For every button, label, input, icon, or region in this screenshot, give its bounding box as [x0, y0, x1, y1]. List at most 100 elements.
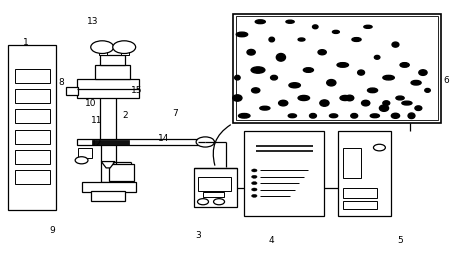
Ellipse shape: [276, 53, 285, 61]
Ellipse shape: [236, 32, 248, 37]
Circle shape: [75, 157, 88, 164]
Bar: [233, 14, 441, 123]
Ellipse shape: [383, 75, 394, 80]
Bar: [109, 164, 134, 181]
Ellipse shape: [419, 70, 427, 75]
Text: 11: 11: [91, 116, 102, 125]
Bar: [338, 131, 391, 216]
Bar: [77, 79, 139, 98]
Bar: [244, 131, 325, 216]
Circle shape: [197, 199, 208, 205]
Bar: [15, 150, 49, 164]
Ellipse shape: [320, 100, 329, 106]
Ellipse shape: [330, 114, 338, 118]
Circle shape: [252, 182, 257, 185]
Bar: [65, 87, 78, 95]
Polygon shape: [101, 162, 115, 168]
Ellipse shape: [408, 113, 415, 118]
Bar: [77, 139, 198, 145]
Text: 10: 10: [85, 99, 96, 108]
Ellipse shape: [252, 88, 260, 93]
Bar: [101, 145, 116, 182]
Bar: [198, 177, 231, 191]
Ellipse shape: [238, 114, 250, 118]
Ellipse shape: [411, 80, 421, 85]
Ellipse shape: [303, 68, 313, 72]
Bar: [82, 182, 136, 192]
Ellipse shape: [278, 100, 288, 106]
Ellipse shape: [327, 80, 336, 86]
Bar: [343, 201, 377, 209]
Text: 6: 6: [443, 76, 449, 85]
Ellipse shape: [269, 37, 274, 42]
Ellipse shape: [345, 95, 354, 101]
Bar: [15, 130, 49, 144]
Bar: [15, 170, 49, 185]
Text: 15: 15: [131, 86, 142, 95]
Ellipse shape: [415, 106, 422, 111]
Ellipse shape: [251, 67, 265, 73]
Ellipse shape: [400, 63, 409, 67]
Text: 4: 4: [269, 236, 275, 245]
Bar: [236, 16, 437, 120]
Circle shape: [196, 137, 214, 147]
Text: 3: 3: [195, 231, 201, 240]
Text: 13: 13: [87, 17, 99, 26]
Ellipse shape: [313, 25, 318, 29]
Text: 1: 1: [23, 38, 29, 47]
Text: 2: 2: [122, 111, 128, 120]
Ellipse shape: [318, 50, 326, 55]
Bar: [343, 148, 361, 178]
Text: 5: 5: [397, 236, 403, 245]
Ellipse shape: [340, 95, 350, 100]
Ellipse shape: [351, 114, 358, 118]
Bar: [100, 55, 125, 65]
Ellipse shape: [361, 100, 370, 106]
Bar: [100, 88, 116, 139]
Ellipse shape: [298, 95, 309, 100]
Ellipse shape: [396, 96, 404, 100]
Circle shape: [373, 144, 385, 151]
Circle shape: [252, 175, 257, 178]
Ellipse shape: [337, 63, 349, 67]
Ellipse shape: [370, 114, 379, 118]
Ellipse shape: [289, 83, 301, 88]
Text: 12: 12: [91, 139, 102, 148]
Ellipse shape: [367, 88, 378, 93]
Bar: [8, 45, 56, 210]
Ellipse shape: [286, 20, 294, 23]
Ellipse shape: [364, 25, 372, 28]
Circle shape: [252, 188, 257, 191]
Text: 8: 8: [58, 78, 64, 87]
Bar: [15, 109, 49, 123]
Bar: [194, 168, 237, 207]
Ellipse shape: [391, 113, 400, 118]
Bar: [103, 145, 113, 162]
Ellipse shape: [358, 70, 365, 75]
Text: 14: 14: [159, 134, 170, 143]
Circle shape: [213, 199, 225, 205]
Ellipse shape: [298, 38, 305, 41]
Circle shape: [252, 169, 257, 172]
Ellipse shape: [402, 101, 412, 105]
Ellipse shape: [288, 114, 296, 118]
Bar: [343, 188, 377, 198]
Ellipse shape: [260, 106, 270, 110]
Text: 9: 9: [49, 226, 55, 235]
Ellipse shape: [247, 49, 255, 55]
Circle shape: [91, 41, 114, 53]
Ellipse shape: [392, 42, 399, 47]
Ellipse shape: [235, 75, 240, 80]
Bar: [121, 47, 129, 55]
Circle shape: [252, 194, 257, 197]
Bar: [95, 65, 130, 79]
Text: 7: 7: [172, 109, 178, 118]
Bar: [78, 148, 92, 158]
Ellipse shape: [425, 88, 430, 92]
Bar: [15, 69, 49, 83]
Bar: [15, 89, 49, 103]
Ellipse shape: [309, 114, 316, 118]
Bar: [99, 47, 107, 55]
Ellipse shape: [374, 56, 380, 59]
Bar: [203, 192, 224, 197]
